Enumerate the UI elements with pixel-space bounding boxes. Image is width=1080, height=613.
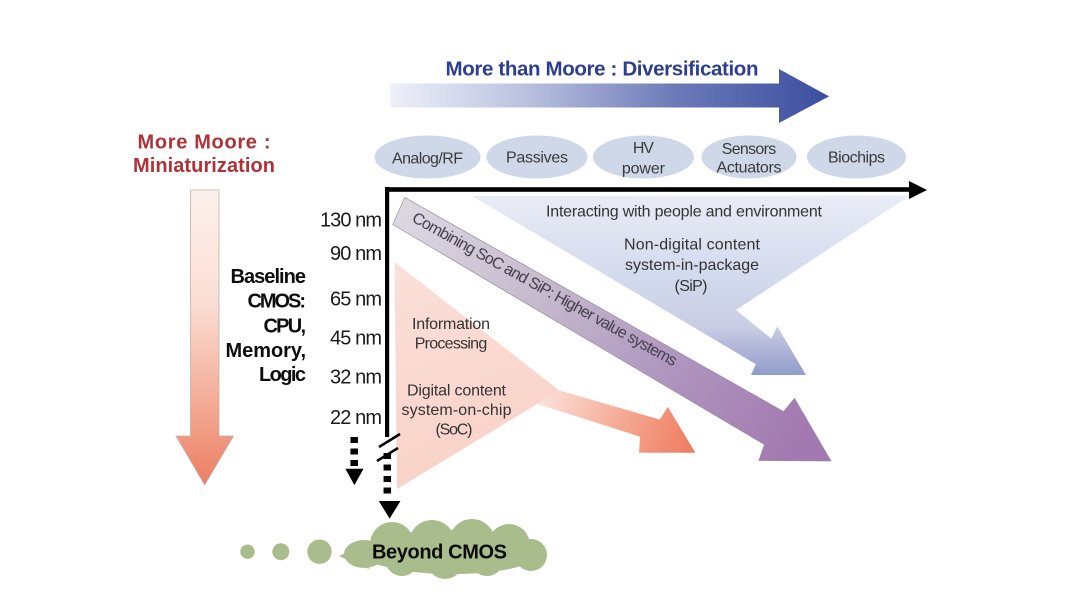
svg-text:(SiP): (SiP) — [675, 278, 708, 295]
svg-text:Sensors: Sensors — [722, 141, 777, 158]
svg-text:Interacting with people and en: Interacting with people and environment — [546, 204, 823, 221]
svg-text:Non-digital content: Non-digital content — [624, 237, 761, 254]
svg-text:Biochips: Biochips — [828, 150, 885, 167]
svg-text:CPU,: CPU, — [264, 316, 307, 338]
svg-text:32 nm: 32 nm — [330, 367, 382, 389]
svg-text:90 nm: 90 nm — [330, 243, 382, 265]
svg-text:More than Moore : Diversificat: More than Moore : Diversification — [446, 58, 759, 81]
svg-text:Logic: Logic — [259, 364, 306, 386]
svg-text:power: power — [622, 161, 666, 178]
svg-text:Memory,: Memory, — [226, 340, 307, 362]
svg-text:45 nm: 45 nm — [330, 328, 382, 350]
svg-text:Processing: Processing — [415, 336, 488, 353]
svg-text:Digital content: Digital content — [407, 383, 507, 400]
svg-text:Miniaturization: Miniaturization — [133, 155, 275, 177]
svg-text:system-in-package: system-in-package — [625, 257, 759, 274]
svg-text:Information: Information — [412, 316, 490, 333]
svg-text:HV: HV — [633, 140, 654, 157]
svg-text:130 nm: 130 nm — [320, 210, 382, 232]
svg-text:(SoC): (SoC) — [436, 422, 473, 439]
svg-text:Actuators: Actuators — [717, 160, 782, 177]
svg-text:Analog/RF: Analog/RF — [392, 151, 463, 168]
svg-text:Beyond CMOS: Beyond CMOS — [372, 542, 507, 564]
svg-text:CMOS:: CMOS: — [248, 291, 307, 313]
svg-text:Baseline: Baseline — [231, 266, 307, 288]
svg-text:65 nm: 65 nm — [330, 289, 382, 311]
svg-text:More Moore :: More Moore : — [138, 132, 271, 154]
svg-text:system-on-chip: system-on-chip — [402, 402, 512, 419]
svg-text:Passives: Passives — [506, 150, 568, 167]
svg-text:22 nm: 22 nm — [330, 407, 382, 429]
